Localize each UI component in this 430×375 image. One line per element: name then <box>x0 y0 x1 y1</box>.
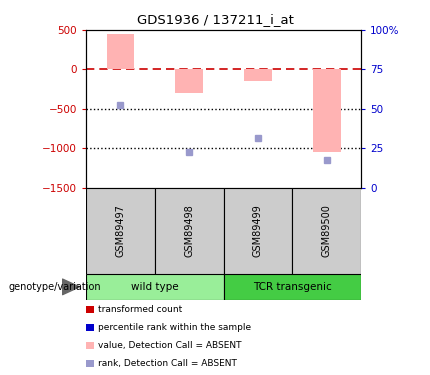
Bar <box>244 69 272 81</box>
Text: GSM89497: GSM89497 <box>115 204 126 257</box>
Bar <box>175 69 203 93</box>
Text: percentile rank within the sample: percentile rank within the sample <box>98 323 251 332</box>
Bar <box>107 34 134 69</box>
Text: TCR transgenic: TCR transgenic <box>253 282 332 292</box>
Polygon shape <box>62 279 80 295</box>
Bar <box>292 188 361 274</box>
Text: GSM89499: GSM89499 <box>253 204 263 257</box>
Text: GSM89500: GSM89500 <box>322 204 332 257</box>
Text: GDS1936 / 137211_i_at: GDS1936 / 137211_i_at <box>137 13 293 26</box>
Text: GSM89498: GSM89498 <box>184 204 194 257</box>
Text: genotype/variation: genotype/variation <box>9 282 101 292</box>
Bar <box>86 274 224 300</box>
Bar <box>86 188 155 274</box>
Text: wild type: wild type <box>131 282 178 292</box>
Bar <box>224 274 361 300</box>
Bar <box>313 69 341 152</box>
Text: transformed count: transformed count <box>98 305 182 314</box>
Bar <box>224 188 292 274</box>
Text: rank, Detection Call = ABSENT: rank, Detection Call = ABSENT <box>98 359 237 368</box>
Bar <box>155 188 224 274</box>
Text: value, Detection Call = ABSENT: value, Detection Call = ABSENT <box>98 341 242 350</box>
